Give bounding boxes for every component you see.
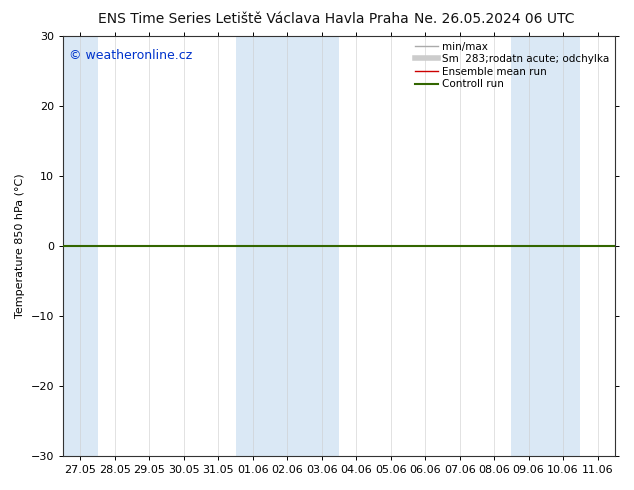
Legend: min/max, Sm  283;rodatn acute; odchylka, Ensemble mean run, Controll run: min/max, Sm 283;rodatn acute; odchylka, … xyxy=(413,39,612,92)
Bar xyxy=(235,36,339,456)
Text: © weatheronline.cz: © weatheronline.cz xyxy=(68,49,192,62)
Text: ENS Time Series Letiště Václava Havla Praha: ENS Time Series Letiště Václava Havla Pr… xyxy=(98,12,409,26)
Text: Ne. 26.05.2024 06 UTC: Ne. 26.05.2024 06 UTC xyxy=(414,12,575,26)
Bar xyxy=(512,36,580,456)
Bar xyxy=(63,36,98,456)
Y-axis label: Temperature 850 hPa (°C): Temperature 850 hPa (°C) xyxy=(15,174,25,318)
